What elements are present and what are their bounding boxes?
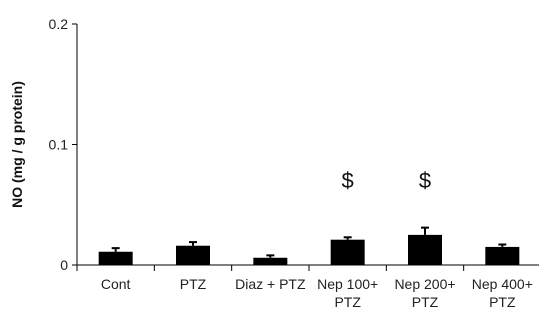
bar [98,251,133,265]
y-tick-label: 0.1 [49,137,69,153]
bar [253,257,288,265]
x-tick-label-line: Cont [101,276,131,292]
bar [485,246,520,265]
x-tick-label-line: Diaz + PTZ [235,276,306,292]
bar [330,239,365,265]
y-tick-label: 0 [60,257,68,273]
x-tick-label-line: Nep 400+ [472,276,533,292]
x-tick-label-line: Nep 100+ [317,276,378,292]
x-tick-label: Nep 100+ PTZ [317,276,378,310]
x-tick-label-line: PTZ [412,294,439,310]
significance-marker: $ [419,168,431,193]
bar [408,234,442,265]
x-tick-label-line: Nep 200+ [394,276,455,292]
x-tick-label-line: PTZ [334,294,361,310]
x-tick-label-line: PTZ [180,276,207,292]
x-tick-label: Nep 200+ PTZ [394,276,455,310]
x-tick-label: Diaz + PTZ [235,276,306,292]
bar [176,245,210,265]
y-tick-label: 0.2 [49,16,69,32]
x-tick-label-line: PTZ [489,294,516,310]
x-tick-label: Nep 400+ PTZ [472,276,533,310]
significance-marker: $ [342,168,354,193]
x-tick-label: Cont [101,276,131,292]
x-tick-label: PTZ [180,276,207,292]
y-axis-label: NO (mg / g protein) [9,81,25,208]
